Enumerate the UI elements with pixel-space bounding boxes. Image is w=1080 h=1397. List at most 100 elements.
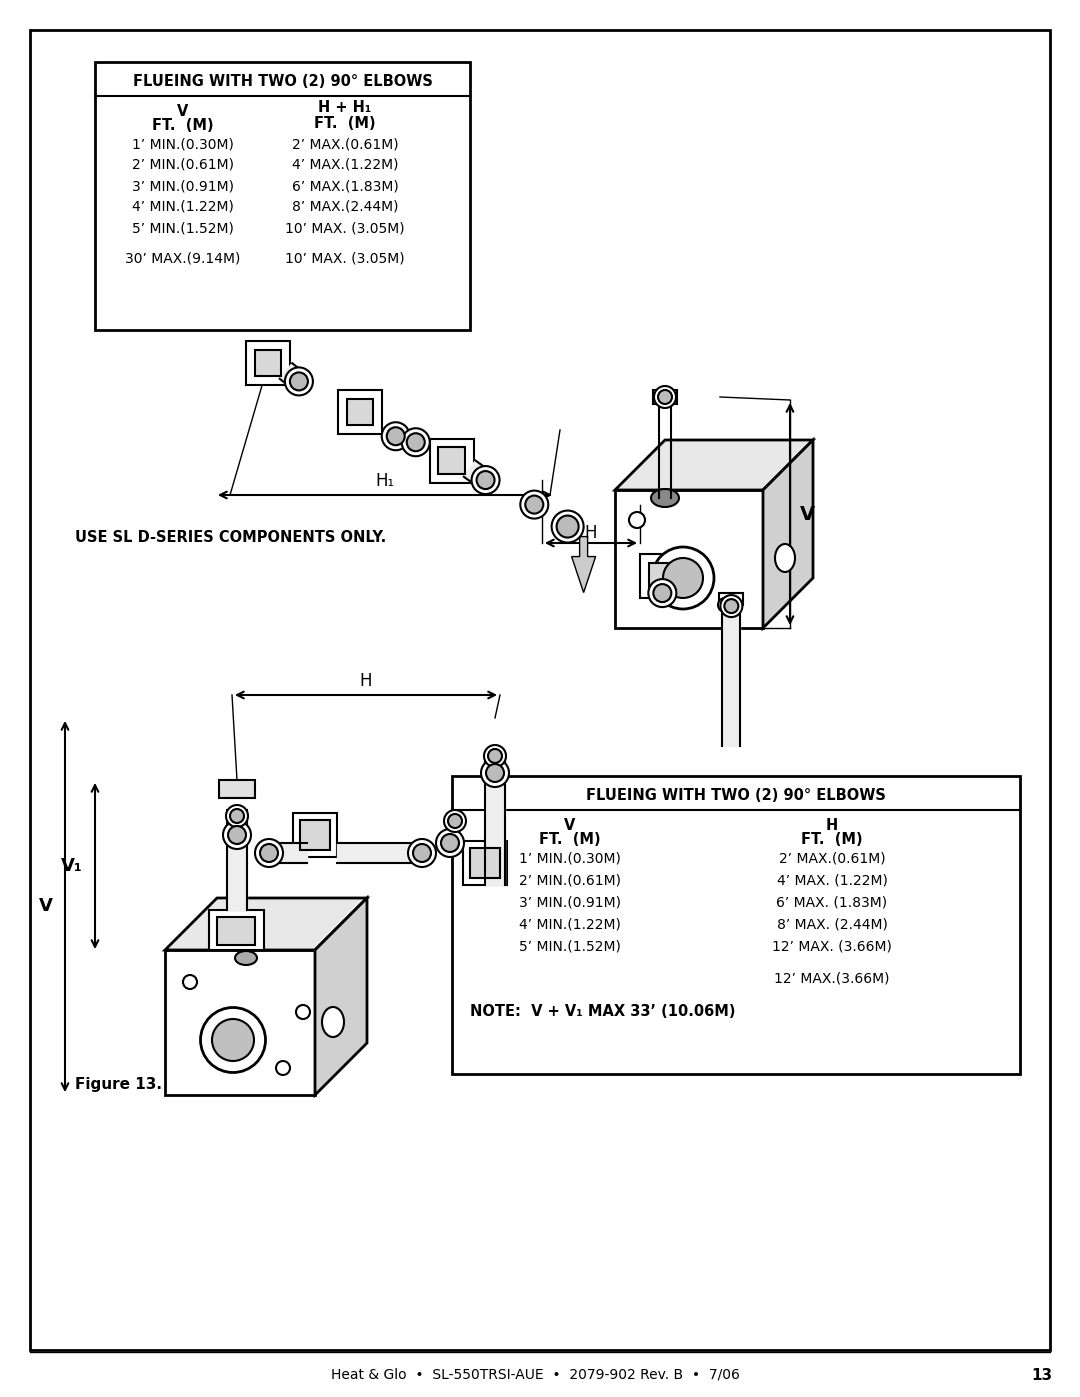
Text: V₁: V₁ xyxy=(62,856,83,875)
Polygon shape xyxy=(338,390,382,434)
Polygon shape xyxy=(762,440,813,629)
Text: 3’ MIN.(0.91M): 3’ MIN.(0.91M) xyxy=(519,895,621,909)
Bar xyxy=(293,813,337,856)
Circle shape xyxy=(407,433,424,451)
FancyArrow shape xyxy=(571,536,595,592)
Bar xyxy=(219,780,255,798)
Polygon shape xyxy=(723,601,741,746)
Text: FLUEING WITH TWO (2) 90° ELBOWS: FLUEING WITH TWO (2) 90° ELBOWS xyxy=(133,74,432,89)
Polygon shape xyxy=(485,759,505,886)
Circle shape xyxy=(222,821,251,849)
Circle shape xyxy=(552,510,583,542)
Circle shape xyxy=(653,584,672,602)
Text: 2’ MIN.(0.61M): 2’ MIN.(0.61M) xyxy=(132,158,234,172)
Circle shape xyxy=(255,840,283,868)
Ellipse shape xyxy=(322,1007,345,1037)
Bar xyxy=(470,848,500,877)
Text: H: H xyxy=(360,672,373,690)
Text: H: H xyxy=(584,524,597,542)
Text: USE SL D-SERIES COMPONENTS ONLY.: USE SL D-SERIES COMPONENTS ONLY. xyxy=(75,531,387,545)
Bar xyxy=(463,841,507,886)
Bar xyxy=(95,61,470,330)
Circle shape xyxy=(629,511,645,528)
Text: 4’ MIN.(1.22M): 4’ MIN.(1.22M) xyxy=(519,918,621,932)
Text: H₁: H₁ xyxy=(376,472,394,490)
Circle shape xyxy=(387,427,405,446)
Circle shape xyxy=(484,745,507,767)
Circle shape xyxy=(521,490,549,518)
Circle shape xyxy=(183,975,197,989)
Circle shape xyxy=(556,515,579,538)
Polygon shape xyxy=(438,447,464,474)
Bar xyxy=(300,820,330,849)
Text: 5’ MIN.(1.52M): 5’ MIN.(1.52M) xyxy=(519,940,621,954)
Text: 3’ MIN.(0.91M): 3’ MIN.(0.91M) xyxy=(132,179,234,193)
Text: 30’ MAX.(9.14M): 30’ MAX.(9.14M) xyxy=(125,251,241,265)
Text: H: H xyxy=(826,819,838,834)
Circle shape xyxy=(481,759,509,787)
Text: 4’ MAX.(1.22M): 4’ MAX.(1.22M) xyxy=(292,158,399,172)
Text: 10’ MAX. (3.05M): 10’ MAX. (3.05M) xyxy=(285,221,405,235)
Circle shape xyxy=(408,840,436,868)
Circle shape xyxy=(289,373,308,390)
Polygon shape xyxy=(463,461,491,488)
Polygon shape xyxy=(347,398,373,425)
Polygon shape xyxy=(315,898,367,1095)
Text: 8’ MAX. (2.44M): 8’ MAX. (2.44M) xyxy=(777,918,888,932)
Text: 12’ MAX.(3.66M): 12’ MAX.(3.66M) xyxy=(774,972,890,986)
Circle shape xyxy=(444,810,465,833)
Bar xyxy=(653,390,677,404)
Bar xyxy=(165,950,315,1095)
Text: 1’ MIN.(0.30M): 1’ MIN.(0.30M) xyxy=(519,852,621,866)
Circle shape xyxy=(285,367,313,395)
Circle shape xyxy=(230,809,244,823)
Text: FLUEING WITH TWO (2) 90° ELBOWS: FLUEING WITH TWO (2) 90° ELBOWS xyxy=(586,788,886,803)
Polygon shape xyxy=(615,440,813,490)
Text: FT.  (M): FT. (M) xyxy=(801,833,863,848)
Text: 4’ MIN.(1.22M): 4’ MIN.(1.22M) xyxy=(132,200,234,214)
Circle shape xyxy=(226,805,248,827)
Polygon shape xyxy=(255,349,281,376)
Circle shape xyxy=(472,467,500,495)
Text: 13: 13 xyxy=(1031,1368,1053,1383)
Circle shape xyxy=(718,598,732,612)
Bar xyxy=(719,594,743,605)
Ellipse shape xyxy=(663,557,703,598)
Text: V: V xyxy=(565,819,576,834)
Polygon shape xyxy=(265,842,307,863)
Circle shape xyxy=(488,749,502,763)
Text: 5’ MIN.(1.52M): 5’ MIN.(1.52M) xyxy=(132,221,234,235)
Text: Figure 13.: Figure 13. xyxy=(75,1077,162,1092)
Polygon shape xyxy=(337,842,430,863)
Text: NOTE:  V + V₁ MAX 33’ (10.06M): NOTE: V + V₁ MAX 33’ (10.06M) xyxy=(470,1003,735,1018)
Text: V: V xyxy=(177,105,189,120)
Text: 2’ MAX.(0.61M): 2’ MAX.(0.61M) xyxy=(292,137,399,151)
Text: 12’ MAX. (3.66M): 12’ MAX. (3.66M) xyxy=(772,940,892,954)
Circle shape xyxy=(381,422,409,450)
Circle shape xyxy=(658,390,672,404)
Bar xyxy=(615,490,762,629)
Ellipse shape xyxy=(212,1018,254,1060)
Text: FT.  (M): FT. (M) xyxy=(152,119,214,134)
Text: 2’ MAX.(0.61M): 2’ MAX.(0.61M) xyxy=(779,852,886,866)
Circle shape xyxy=(725,599,739,613)
Text: V: V xyxy=(39,897,53,915)
Text: 8’ MAX.(2.44M): 8’ MAX.(2.44M) xyxy=(292,200,399,214)
Text: H + H₁: H + H₁ xyxy=(319,101,372,116)
Circle shape xyxy=(525,496,543,514)
Text: 6’ MAX. (1.83M): 6’ MAX. (1.83M) xyxy=(777,895,888,909)
Circle shape xyxy=(720,595,742,617)
Ellipse shape xyxy=(201,1007,266,1073)
Text: FT.  (M): FT. (M) xyxy=(539,833,600,848)
Bar xyxy=(453,775,1020,1074)
Circle shape xyxy=(486,764,504,782)
Circle shape xyxy=(276,1060,291,1076)
Text: FT.  (M): FT. (M) xyxy=(314,116,376,131)
Polygon shape xyxy=(649,563,676,590)
Bar xyxy=(210,909,264,950)
Text: 2’ MIN.(0.61M): 2’ MIN.(0.61M) xyxy=(519,875,621,888)
Circle shape xyxy=(402,429,430,457)
Circle shape xyxy=(228,826,246,844)
Polygon shape xyxy=(165,898,367,950)
Ellipse shape xyxy=(651,489,679,507)
